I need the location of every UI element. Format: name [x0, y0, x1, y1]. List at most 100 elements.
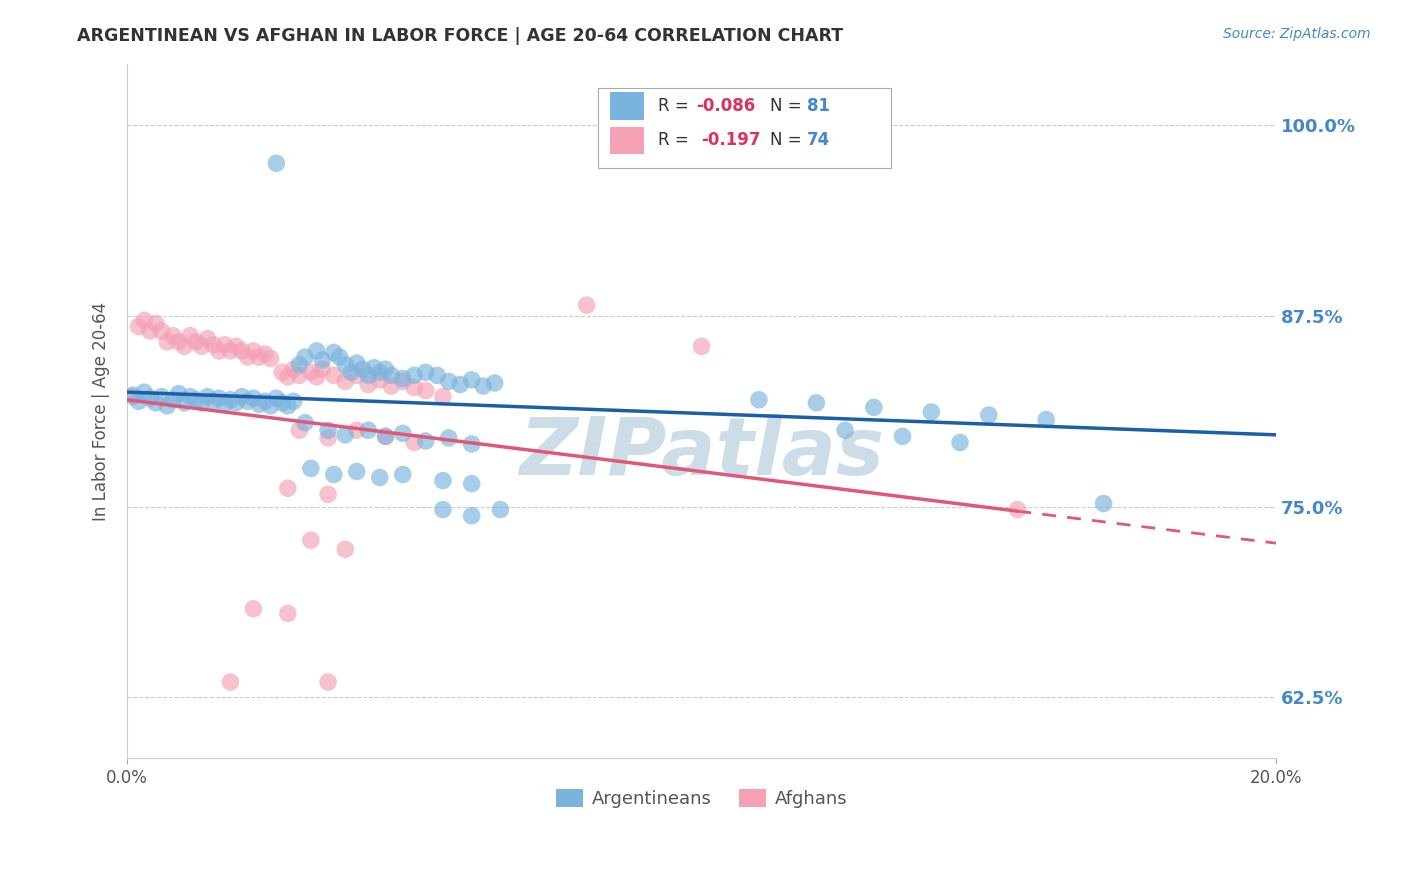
- Point: [184, 392, 207, 407]
- Point: [806, 396, 828, 410]
- Text: N =: N =: [770, 131, 807, 150]
- Point: [432, 474, 454, 488]
- Point: [150, 390, 173, 404]
- Point: [316, 675, 339, 690]
- Point: [277, 399, 299, 413]
- Point: [368, 365, 391, 379]
- Point: [219, 343, 242, 358]
- Point: [294, 350, 316, 364]
- Point: [288, 358, 311, 372]
- Point: [432, 390, 454, 404]
- Point: [1092, 496, 1115, 510]
- Point: [391, 375, 413, 389]
- Point: [322, 368, 344, 383]
- Point: [242, 602, 264, 616]
- Point: [322, 467, 344, 482]
- Point: [363, 360, 385, 375]
- Point: [391, 371, 413, 385]
- Point: [236, 394, 259, 409]
- Point: [288, 423, 311, 437]
- Point: [415, 384, 437, 398]
- Point: [277, 481, 299, 495]
- Text: R =: R =: [658, 131, 699, 150]
- FancyBboxPatch shape: [610, 92, 644, 120]
- Point: [247, 350, 270, 364]
- Point: [374, 429, 396, 443]
- Point: [316, 423, 339, 437]
- Point: [167, 334, 190, 349]
- Point: [162, 392, 184, 407]
- FancyBboxPatch shape: [598, 88, 891, 169]
- Point: [134, 385, 156, 400]
- Point: [202, 394, 225, 409]
- Point: [271, 396, 294, 410]
- Point: [329, 350, 352, 364]
- Point: [863, 401, 886, 415]
- Point: [368, 470, 391, 484]
- Point: [197, 332, 219, 346]
- FancyBboxPatch shape: [610, 127, 644, 154]
- Point: [156, 399, 179, 413]
- Point: [404, 368, 426, 383]
- Point: [288, 368, 311, 383]
- Point: [335, 428, 357, 442]
- Point: [415, 365, 437, 379]
- Point: [156, 334, 179, 349]
- Point: [346, 356, 368, 370]
- Point: [311, 362, 333, 376]
- Point: [162, 328, 184, 343]
- Point: [134, 313, 156, 327]
- Point: [242, 391, 264, 405]
- Point: [748, 392, 770, 407]
- Point: [484, 376, 506, 390]
- Point: [150, 324, 173, 338]
- Point: [346, 423, 368, 437]
- Point: [127, 319, 149, 334]
- Point: [179, 390, 201, 404]
- Point: [460, 373, 482, 387]
- Point: [368, 373, 391, 387]
- Legend: Argentineans, Afghans: Argentineans, Afghans: [548, 781, 855, 815]
- Point: [346, 368, 368, 383]
- Point: [437, 375, 460, 389]
- Point: [949, 435, 972, 450]
- Point: [415, 434, 437, 448]
- Point: [190, 339, 212, 353]
- Point: [335, 542, 357, 557]
- Point: [374, 429, 396, 443]
- Point: [357, 423, 380, 437]
- Point: [460, 508, 482, 523]
- Point: [404, 435, 426, 450]
- Point: [139, 391, 162, 405]
- Text: R =: R =: [658, 96, 693, 115]
- Point: [139, 324, 162, 338]
- Point: [920, 405, 942, 419]
- Point: [259, 351, 281, 366]
- Point: [374, 362, 396, 376]
- Point: [266, 156, 288, 170]
- Point: [214, 397, 236, 411]
- Point: [357, 377, 380, 392]
- Point: [305, 343, 328, 358]
- Point: [1007, 502, 1029, 516]
- Point: [404, 380, 426, 394]
- Text: N =: N =: [770, 96, 807, 115]
- Text: 81: 81: [807, 96, 830, 115]
- Point: [283, 394, 305, 409]
- Point: [231, 390, 253, 404]
- Point: [472, 379, 495, 393]
- Point: [335, 375, 357, 389]
- Point: [335, 358, 357, 372]
- Point: [253, 347, 276, 361]
- Point: [316, 487, 339, 501]
- Text: Source: ZipAtlas.com: Source: ZipAtlas.com: [1223, 27, 1371, 41]
- Point: [145, 317, 167, 331]
- Y-axis label: In Labor Force | Age 20-64: In Labor Force | Age 20-64: [93, 301, 110, 521]
- Point: [225, 396, 247, 410]
- Point: [197, 390, 219, 404]
- Point: [219, 392, 242, 407]
- Point: [322, 345, 344, 359]
- Text: -0.197: -0.197: [702, 131, 761, 150]
- Point: [247, 397, 270, 411]
- Point: [208, 391, 231, 405]
